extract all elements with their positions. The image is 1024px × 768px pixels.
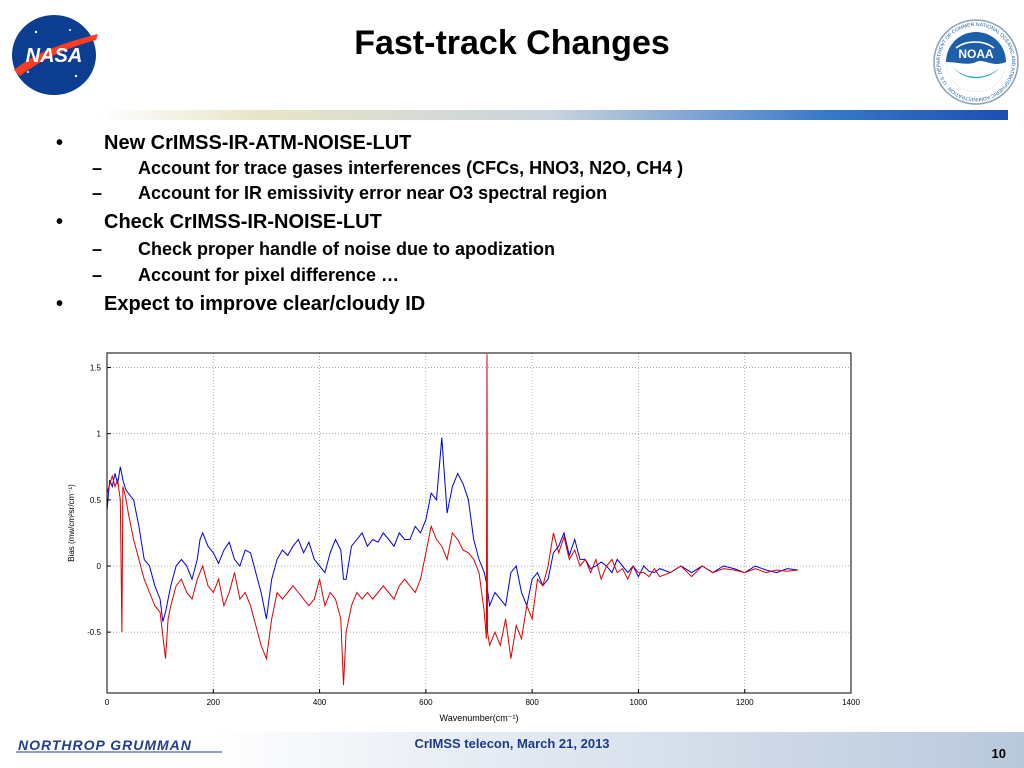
y-tick-label: 1 [97, 430, 102, 439]
slide-title: Fast-track Changes [354, 24, 670, 62]
y-tick-label: 0.5 [90, 496, 102, 505]
noaa-logo-text: NOAA [958, 47, 994, 61]
bias-chart-svg: 0 200 400 600 800 1000 1200 1400 -0.5 0 0.5 1 1.5 Wa… [67, 352, 860, 723]
x-tick-label: 1400 [842, 698, 860, 707]
chart-series [106, 354, 798, 686]
bullet-marker: • [56, 293, 64, 315]
nasa-logo: NASA [6, 12, 102, 98]
y-tick-label: -0.5 [87, 628, 101, 637]
plot-frame [106, 352, 852, 694]
ng-logo-text: NORTHROP GRUMMAN [18, 737, 192, 753]
chart-grid [106, 353, 852, 693]
footer-bar [0, 732, 1024, 768]
x-tick-label: 200 [207, 698, 221, 707]
sub-bullet-marker: – [92, 183, 103, 203]
y-tick-label: 1.5 [90, 364, 102, 373]
bullet-2-sub-1-text: Check proper handle of noise due to apod… [138, 239, 556, 259]
x-tick-label: 600 [419, 698, 433, 707]
bullet-1-sub-1-text: Account for trace gases interferences (C… [138, 158, 684, 178]
x-tick-label: 400 [313, 698, 327, 707]
chart-ticks: 0 200 400 600 800 1000 1200 1400 -0.5 0 0.5 1 1.5 [87, 364, 860, 707]
page-number: 10 [991, 746, 1006, 761]
bias-chart: 0 200 400 600 800 1000 1200 1400 -0.5 0 0.5 1 1.5 Wa… [62, 345, 872, 735]
sub-bullet-marker: – [92, 239, 103, 259]
sub-bullet-marker: – [92, 158, 103, 178]
noaa-logo: NOAA NATIONAL OCEANIC AND ATMOSPHERIC AD… [930, 14, 1020, 106]
northrop-grumman-logo: NORTHROP GRUMMAN [14, 736, 224, 758]
y-tick-label: 0 [97, 562, 102, 571]
x-tick-label: 800 [525, 698, 539, 707]
x-axis-label: Wavenumber(cm⁻¹) [440, 713, 519, 723]
bullet-1-sub-2-text: Account for IR emissivity error near O3 … [138, 183, 608, 203]
bullet-2-sub-2-text: Account for pixel difference … [138, 265, 400, 285]
bullet-marker: • [56, 132, 64, 154]
footer-text: CrIMSS telecon, March 21, 2013 [414, 736, 610, 751]
header-divider-bar [96, 110, 1008, 120]
nasa-logo-text: NASA [26, 45, 83, 67]
x-tick-label: 0 [105, 698, 110, 707]
sub-bullet-marker: – [92, 265, 103, 285]
bullet-1-text: New CrIMSS-IR-ATM-NOISE-LUT [104, 132, 412, 154]
bullet-marker: • [56, 211, 64, 233]
series-line-1 [106, 437, 798, 622]
x-tick-label: 1000 [630, 698, 648, 707]
bullet-2-text: Check CrIMSS-IR-NOISE-LUT [104, 211, 382, 233]
series-line-2 [106, 354, 798, 686]
bullet-3-text: Expect to improve clear/cloudy ID [104, 293, 426, 315]
y-axis-label: Bias (mw/cm²sr/cm⁻¹) [67, 484, 76, 562]
x-tick-label: 1200 [736, 698, 754, 707]
